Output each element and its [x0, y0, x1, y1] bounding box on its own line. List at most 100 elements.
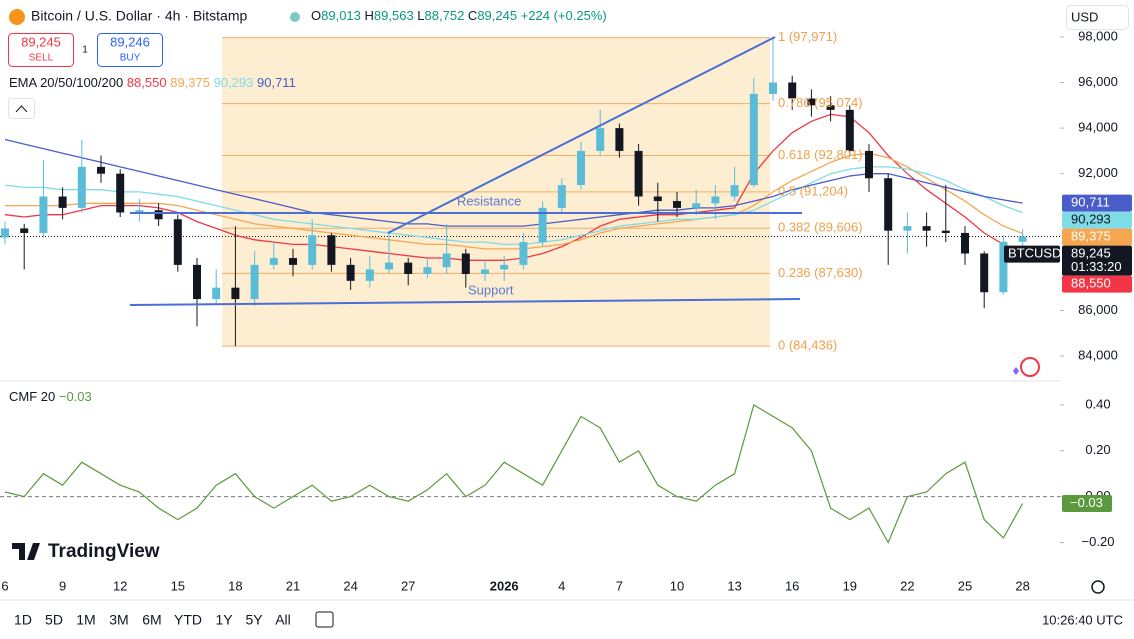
- y-tick-label: 84,000: [1078, 348, 1118, 363]
- ohlc-value: 89,013: [321, 8, 361, 23]
- ohlc-value: 89,245: [477, 8, 517, 23]
- candle-body: [308, 235, 317, 265]
- sell-label[interactable]: SELL: [29, 53, 54, 64]
- candle-body: [941, 230, 950, 233]
- price-badge: [1062, 194, 1132, 212]
- candle-body: [269, 258, 278, 265]
- candle-body: [404, 262, 413, 275]
- ohlc-value: 88,752: [425, 8, 465, 23]
- buy-label[interactable]: BUY: [120, 53, 141, 64]
- candle-body: [289, 258, 297, 265]
- price-badge-label: 90,293: [1071, 212, 1111, 227]
- candle-body: [212, 287, 221, 300]
- support-label: Support: [468, 282, 514, 297]
- x-tick-label: 15: [171, 578, 185, 593]
- ohlc-value: 89,563: [374, 8, 414, 23]
- date-range-icon[interactable]: [315, 611, 334, 628]
- y-tick-label: 86,000: [1078, 302, 1118, 317]
- candle-body: [980, 253, 989, 293]
- candle-body: [1, 228, 9, 238]
- legend-value: 88,550: [127, 75, 167, 90]
- candle-body: [673, 201, 681, 208]
- timeframe-button[interactable]: YTD: [174, 612, 202, 628]
- candle-body: [193, 264, 201, 300]
- timeframe-button[interactable]: 1Y: [215, 612, 233, 628]
- timeframe-button[interactable]: 3M: [109, 612, 128, 628]
- spark-icon: [1013, 367, 1019, 375]
- sell-button[interactable]: [8, 33, 74, 67]
- fib-label: 0.786 (95,074): [778, 95, 863, 110]
- currency-label[interactable]: USD: [1071, 9, 1098, 24]
- currency-select[interactable]: [1066, 5, 1129, 30]
- y-tick-label: 94,000: [1078, 120, 1118, 135]
- x-tick-label: 13: [727, 578, 741, 593]
- price-badge-label: 90,711: [1071, 195, 1110, 210]
- candle-body: [385, 262, 393, 270]
- timeframe-button[interactable]: 6M: [142, 612, 161, 628]
- candle-body: [903, 226, 912, 231]
- candle-body: [596, 128, 605, 151]
- x-tick-label: 24: [343, 578, 357, 593]
- x-tick-label: 28: [1015, 578, 1029, 593]
- y-tick-label: 96,000: [1078, 74, 1118, 89]
- timeframe-button[interactable]: 1D: [14, 612, 32, 628]
- candle-body: [557, 185, 566, 208]
- candle-body: [692, 203, 701, 208]
- ohlc-readout: O89,013 H89,563 L88,752 C89,245 +224 (+0…: [311, 8, 607, 23]
- collapse-button[interactable]: [8, 98, 35, 119]
- x-tick-label: 22: [900, 578, 914, 593]
- series-line: [4, 403, 1024, 544]
- x-tick-label: 27: [401, 578, 415, 593]
- series-line: [4, 166, 1023, 246]
- y-tick-label: 92,000: [1078, 165, 1118, 180]
- candle-body: [423, 267, 432, 275]
- plot-layer: [1, 37, 1027, 544]
- buy-button[interactable]: [97, 33, 163, 67]
- background-layer: 0.400.200.00−0.2069121518212427202647101…: [0, 36, 1114, 593]
- ohlc-key: C: [468, 8, 477, 23]
- series-line: [5, 152, 1023, 250]
- price-badge: [1062, 211, 1132, 229]
- legend-value: 89,375: [170, 75, 210, 90]
- trend-line: [387, 36, 776, 234]
- timeframe-button[interactable]: 5D: [45, 612, 63, 628]
- candle-body: [999, 241, 1008, 293]
- x-tick-label: 6: [1, 578, 8, 593]
- candle-body: [769, 82, 777, 94]
- flag-icon: [1020, 357, 1040, 377]
- candle-body: [231, 287, 240, 300]
- symbol-tag-label: BTCUSD: [1008, 246, 1061, 261]
- x-tick-label: 18: [228, 578, 242, 593]
- buy-price[interactable]: 89,246: [110, 34, 150, 49]
- price-badge-label: 89,245: [1071, 246, 1111, 261]
- quantity: 1: [82, 45, 88, 56]
- ohlc-key: O: [311, 8, 321, 23]
- overlay-layer: 1 (97,971) 0.786 (95,074) 0.618 (92,801) 0.…: [778, 28, 1132, 513]
- timeframe-button[interactable]: 5Y: [245, 612, 263, 628]
- timeframe-button[interactable]: 1M: [76, 612, 95, 628]
- legend-value: 90,711: [257, 75, 296, 90]
- x-tick-label: 21: [286, 578, 300, 593]
- x-tick-label: 12: [113, 578, 127, 593]
- symbol-tag: [1004, 245, 1060, 263]
- y-tick-label: 0.40: [1085, 396, 1110, 411]
- candle-body: [97, 166, 105, 174]
- legend-value: −0.03: [59, 389, 92, 404]
- price-badge: [1062, 245, 1132, 276]
- sell-price[interactable]: 89,245: [21, 34, 61, 49]
- price-badge: [1062, 228, 1132, 246]
- candle-body: [519, 242, 528, 265]
- fib-label: 1 (97,971): [778, 29, 837, 44]
- timeframe-button[interactable]: All: [275, 612, 291, 628]
- y-tick-label: 0.20: [1085, 442, 1110, 457]
- legend-value: 90,293: [214, 75, 254, 90]
- coin-icon: [9, 9, 25, 25]
- candle-body: [58, 196, 67, 208]
- candle-body: [577, 150, 585, 186]
- timeframe-bar: 1D 5D 1M 3M 6M YTD 1Y 5Y All: [14, 612, 291, 628]
- status-dot: [290, 12, 300, 22]
- settings-icon[interactable]: [1091, 580, 1105, 594]
- candle-body: [1018, 236, 1027, 242]
- candle-body: [173, 219, 182, 265]
